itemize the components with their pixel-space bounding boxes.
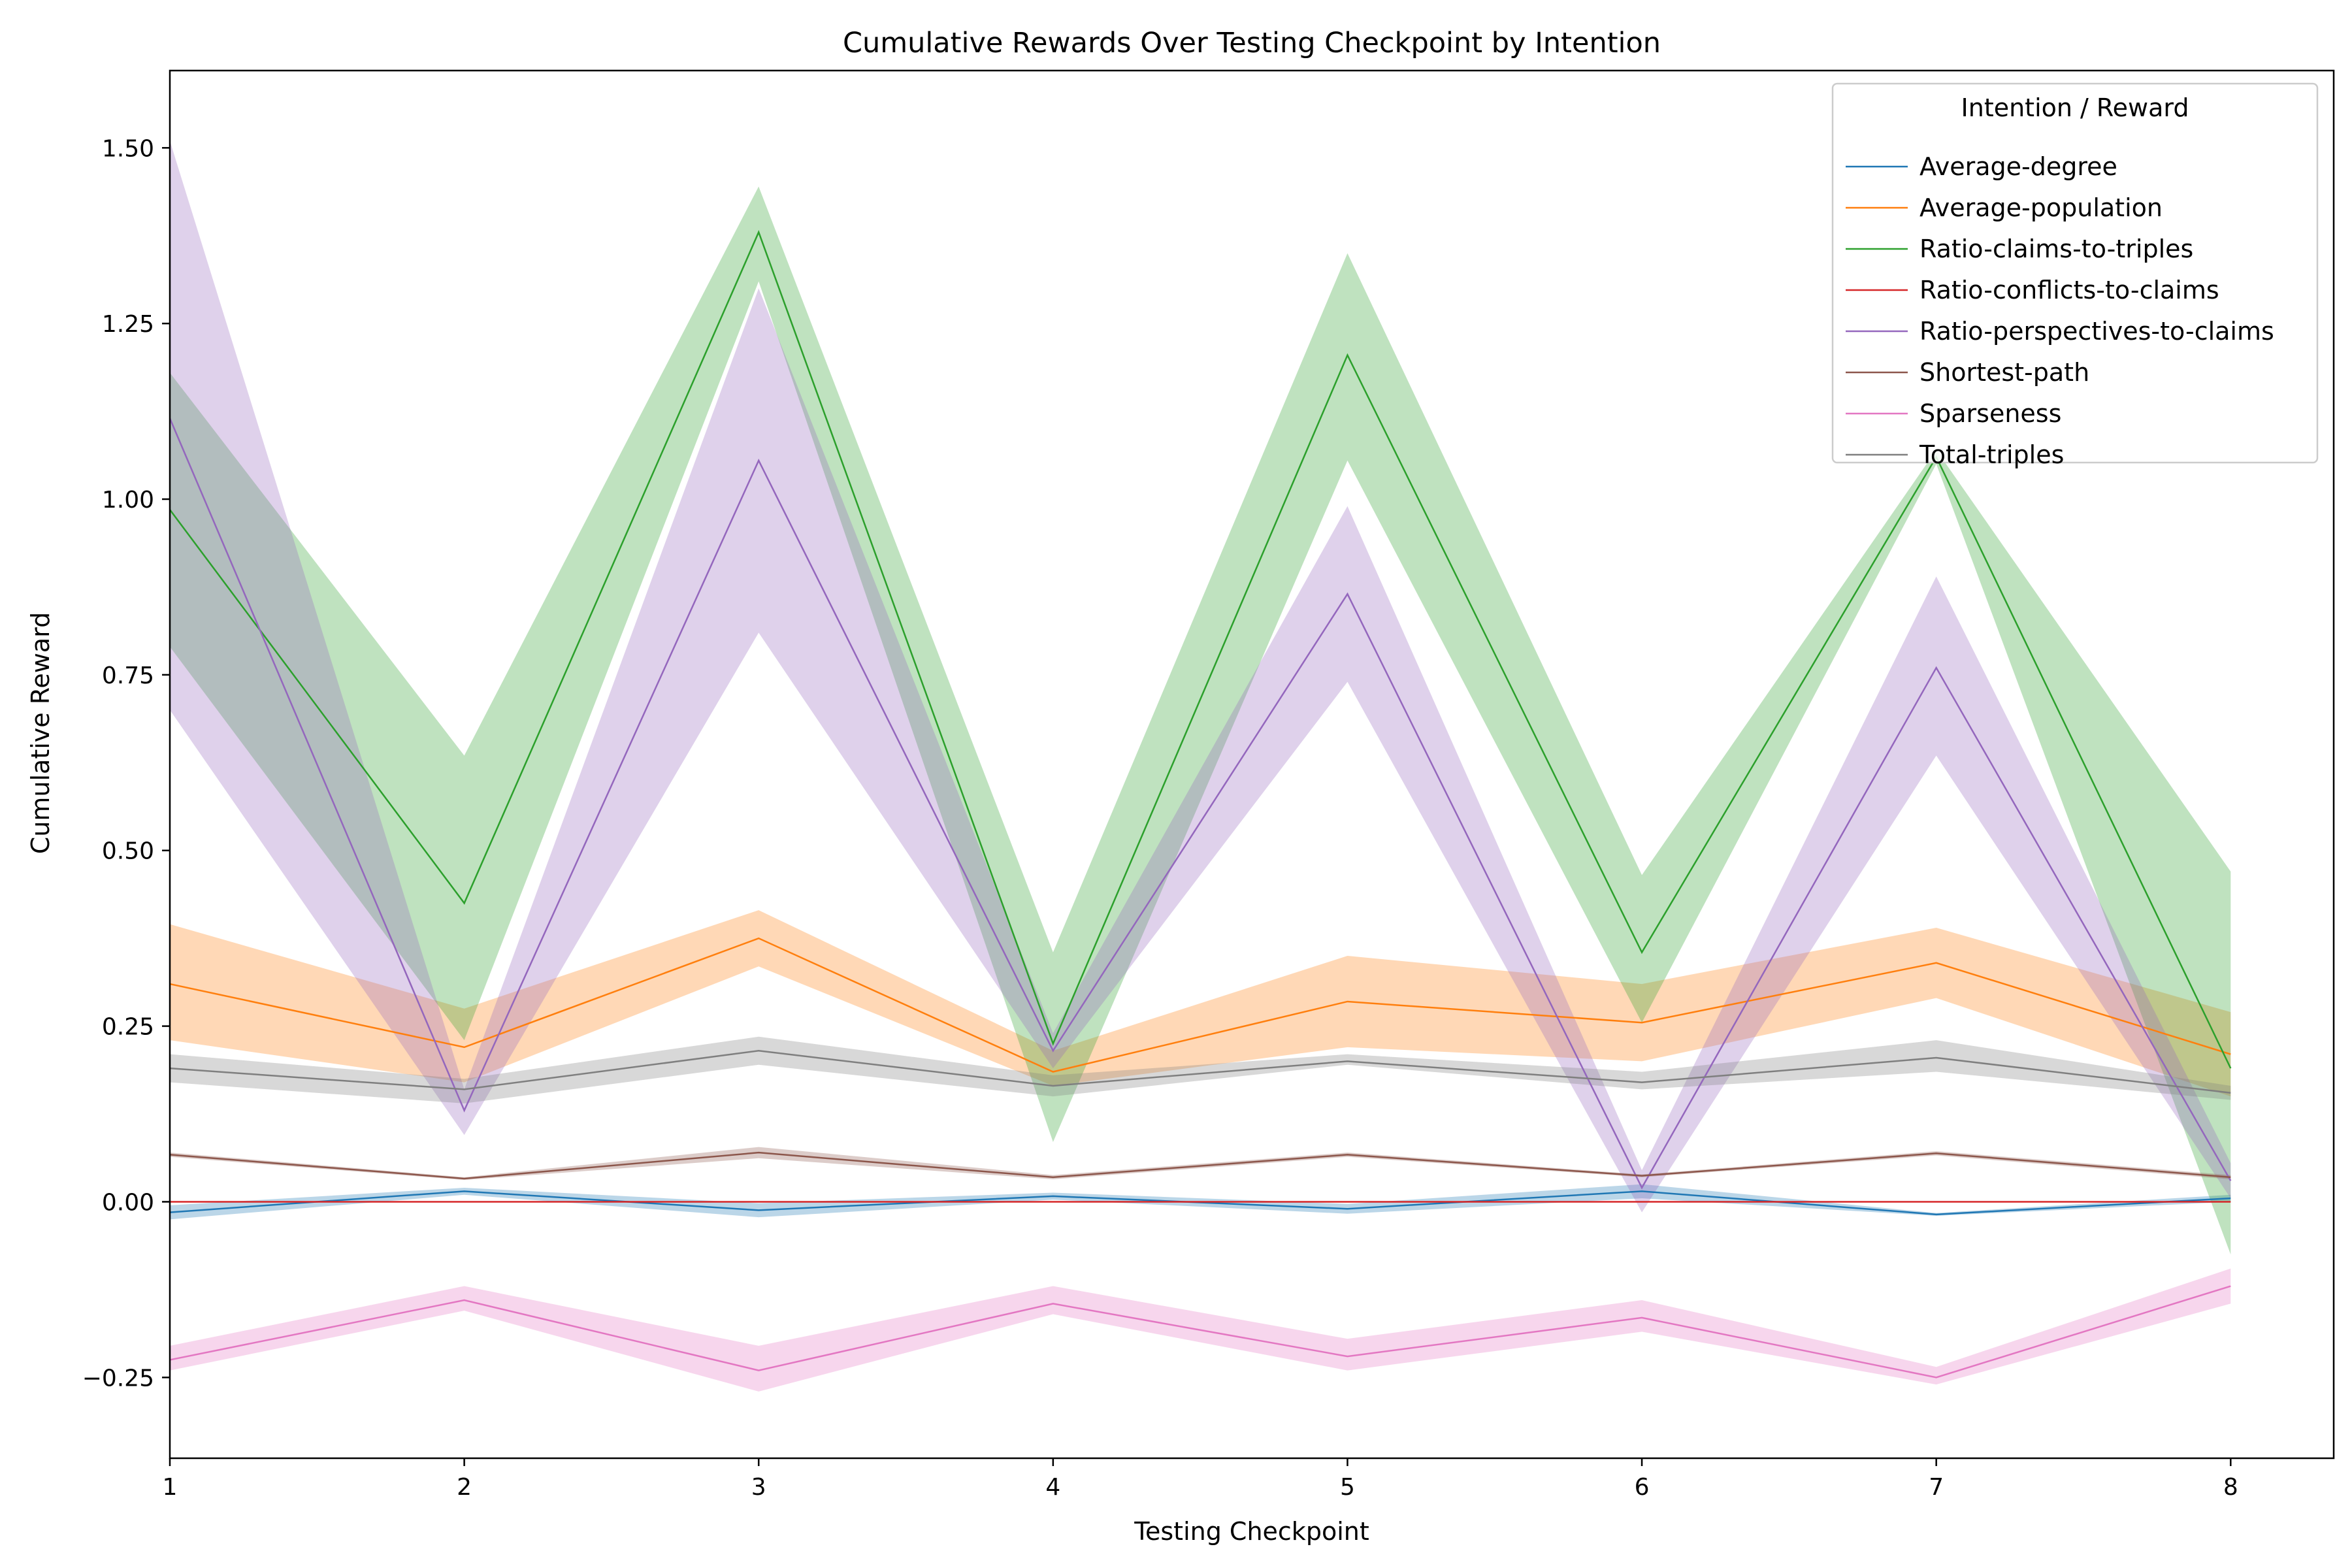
y-tick-label: 0.50	[102, 838, 154, 865]
y-tick-label: 1.50	[102, 135, 154, 162]
y-tick-label: 1.00	[102, 487, 154, 514]
y-tick-label: 0.25	[102, 1014, 154, 1041]
y-tick-label: −0.25	[82, 1365, 154, 1392]
band-average-population	[170, 910, 2231, 1097]
line-average-population	[169, 937, 2231, 1073]
plot-frame	[169, 69, 2335, 1460]
band-shortest-path	[170, 1147, 2231, 1181]
x-axis-label: Testing Checkpoint	[1134, 1517, 1369, 1546]
line-ratio-claims-to-triples	[169, 229, 2232, 1069]
x-tick-label: 4	[1045, 1474, 1060, 1501]
x-tick-label: 2	[457, 1474, 472, 1501]
legend-box	[1831, 82, 2319, 464]
y-axis-ticks: −0.25 0.00 0.25 0.50 0.75 1.00 1.25 1.50	[82, 135, 170, 1392]
chart-title: Cumulative Rewards Over Testing Checkpoi…	[843, 27, 1661, 59]
x-axis-ticks: 1 2 3 4 5 6 7 8	[163, 1458, 2238, 1501]
legend-label-average-population: Average-population	[1919, 193, 2163, 222]
legend-label-sparseness: Sparseness	[1919, 399, 2061, 428]
series-lines	[169, 229, 2232, 1379]
line-shortest-path	[169, 1151, 2231, 1180]
legend-label-shortest-path: Shortest-path	[1919, 358, 2089, 387]
legend: Intention / Reward Average-degreeAverage…	[1831, 82, 2319, 469]
legend-label-ratio-claims-to-triples: Ratio-claims-to-triples	[1919, 235, 2193, 263]
x-tick-label: 5	[1340, 1474, 1355, 1501]
legend-label-total-triples: Total-triples	[1919, 440, 2064, 469]
x-tick-label: 7	[1929, 1474, 1944, 1501]
line-total-triples	[169, 1049, 2231, 1094]
line-sparseness	[169, 1285, 2231, 1379]
x-tick-label: 8	[2223, 1474, 2238, 1501]
line-ratio-perspectives-to-claims	[169, 417, 2232, 1190]
legend-label-ratio-perspectives-to-claims: Ratio-perspectives-to-claims	[1919, 317, 2274, 346]
legend-title: Intention / Reward	[1961, 93, 2189, 122]
x-tick-label: 6	[1635, 1474, 1650, 1501]
legend-label-ratio-conflicts-to-claims: Ratio-conflicts-to-claims	[1919, 276, 2219, 304]
band-ratio-claims-to-triples	[170, 186, 2231, 1255]
y-axis-label: Cumulative Reward	[26, 612, 55, 854]
x-tick-label: 1	[163, 1474, 178, 1501]
legend-items: Average-degree Average-population Ratio-cl…	[1846, 152, 2274, 469]
x-tick-label: 3	[751, 1474, 766, 1501]
y-tick-label: 0.75	[102, 662, 154, 689]
y-tick-label: 0.00	[102, 1189, 154, 1216]
legend-label-average-degree: Average-degree	[1919, 152, 2117, 181]
y-tick-label: 1.25	[102, 311, 154, 338]
band-total-triples	[170, 1036, 2231, 1103]
